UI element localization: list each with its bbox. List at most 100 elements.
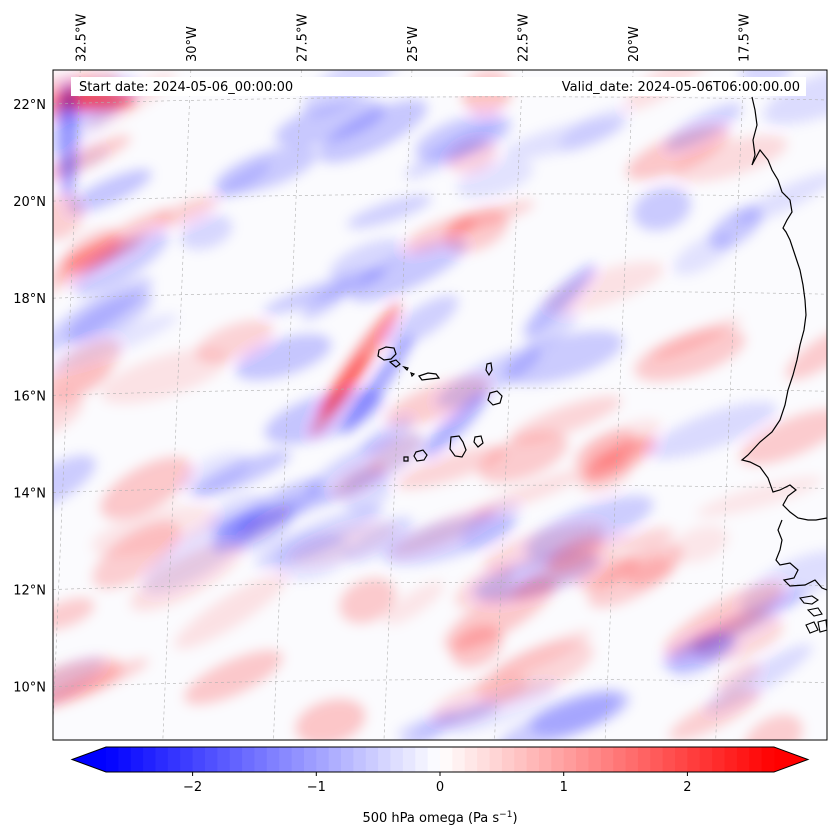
colorbar-title-main: 500 hPa omega (Pa s (362, 811, 499, 826)
colorbar-extend-max (774, 747, 808, 772)
latitude-tick-label: 10°N (13, 681, 46, 696)
parallel-gridline (53, 581, 827, 590)
latitude-tick-label: 12°N (13, 583, 46, 598)
omega-blob (512, 534, 630, 600)
colorbar-title-superscript: −1 (499, 810, 512, 820)
omega-blob (53, 657, 122, 706)
header-strip (71, 77, 806, 96)
colorbar-step (501, 747, 515, 772)
colorbar-title: 500 hPa omega (Pa s−1) (362, 810, 517, 826)
colorbar-step (600, 747, 614, 772)
parallel-gridline (53, 387, 827, 396)
omega-blob (669, 689, 761, 740)
omega-blob (651, 317, 742, 361)
omega-blob (495, 694, 621, 740)
colorbar-step (118, 747, 132, 772)
omega-blob (192, 450, 292, 497)
colorbar: −2 −1 0 1 2 500 hPa omega (Pa s−1) (70, 746, 810, 826)
island-sao-nicolau (418, 372, 441, 381)
omega-blob (648, 401, 777, 459)
africa-coastline (740, 96, 827, 521)
omega-blob (180, 214, 233, 250)
colorbar-step (675, 747, 688, 772)
colorbar-step (662, 747, 676, 772)
colorbar-step (526, 747, 540, 772)
omega-blob (344, 516, 413, 563)
omega-blob (301, 281, 353, 320)
omega-blob (274, 99, 385, 147)
omega-blob (715, 661, 761, 696)
map-panel: Start date: 2024-05-06_00:00:00 Valid_da… (52, 69, 828, 741)
omega-blob (295, 699, 366, 740)
colorbar-step (155, 747, 169, 772)
omega-blob (785, 326, 827, 380)
parallel-gridline (53, 679, 827, 687)
colorbar-step (551, 747, 565, 772)
omega-blob (66, 169, 152, 214)
omega-blob (174, 573, 288, 650)
colorbar-step (415, 747, 429, 772)
island-fogo (413, 449, 428, 462)
meridian-gridline (53, 70, 81, 730)
omega-blob (64, 229, 121, 271)
colorbar-step (378, 747, 392, 772)
parallel-gridline (53, 96, 827, 105)
longitude-tick-label: 22.5°W (517, 14, 532, 62)
colorbar-step (588, 747, 602, 772)
parallel-gridline (53, 290, 827, 299)
colorbar-step (538, 747, 552, 772)
omega-band (584, 437, 656, 483)
colorbar-step (452, 747, 466, 772)
omega-blob (53, 194, 84, 241)
island-boa-vista (487, 390, 503, 406)
omega-blob (349, 238, 468, 302)
omega-blob (664, 102, 743, 152)
meridian-gridline (383, 70, 413, 740)
omega-blob (503, 330, 624, 385)
colorbar-step (242, 747, 255, 772)
omega-blob (100, 456, 193, 520)
start-date-label: Start date: 2024-05-06_00:00:00 (79, 80, 293, 95)
colorbar-step (204, 747, 218, 772)
omega-blob (451, 625, 503, 668)
colorbar-step (266, 747, 280, 772)
omega-blob (100, 348, 229, 404)
gridlines (53, 70, 827, 740)
omega-blob (763, 70, 827, 125)
colorbar-tick-label: 1 (560, 780, 568, 795)
island-santa-luzia (402, 365, 416, 378)
omega-blob (623, 527, 675, 552)
omega-blob (53, 135, 131, 184)
omega-blob (214, 492, 343, 535)
meridian-gridline (604, 70, 634, 740)
africa-coast-south (775, 519, 827, 591)
omega-blob (478, 431, 568, 483)
latitude-tick-label: 18°N (13, 292, 46, 307)
colorbar-tick-label: −1 (307, 780, 326, 795)
colorbar-step (440, 747, 453, 772)
omega-blob (634, 328, 746, 382)
colorbar-extend-min (72, 747, 106, 772)
omega-blob (523, 495, 654, 559)
meridian-gridline (273, 70, 302, 740)
omega-blob (525, 311, 578, 350)
colorbar-step (180, 747, 194, 772)
colorbar-step (291, 747, 305, 772)
colorbar-step (328, 747, 342, 772)
omega-blob (384, 295, 459, 349)
colorbar-step (699, 747, 713, 772)
omega-blob (670, 525, 729, 563)
colorbar-step (613, 747, 627, 772)
colorbar-steps (106, 747, 775, 772)
omega-band (523, 263, 597, 337)
omega-blob (544, 261, 665, 314)
colorbar-step (637, 747, 651, 772)
omega-blob (449, 200, 535, 233)
island-maio (473, 435, 484, 448)
colorbar-step (650, 747, 664, 772)
omega-blob (673, 232, 734, 276)
omega-blob (329, 239, 405, 282)
island-santo-antao (377, 346, 397, 361)
